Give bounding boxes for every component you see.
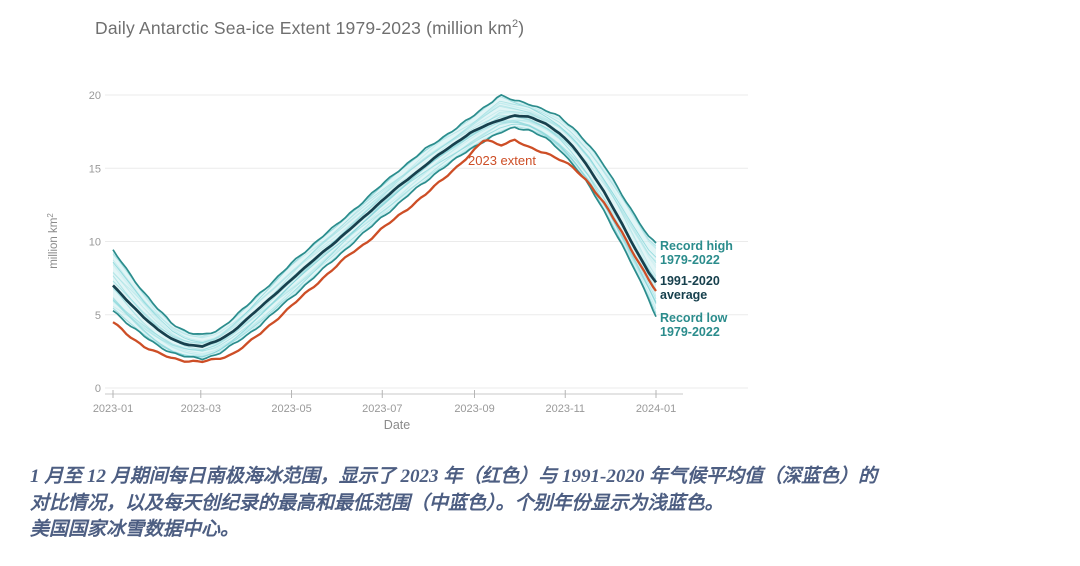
chart-title-text: Daily Antarctic Sea-ice Extent 1979-2023… <box>95 18 512 38</box>
x-tick-label: 2023-07 <box>362 403 402 415</box>
average-1991-2020-line <box>112 114 658 348</box>
x-tick-label: 2023-03 <box>181 403 221 415</box>
x-tick-label: 2024-01 <box>636 403 676 415</box>
chart-title-superscript: 2 <box>511 18 519 31</box>
x-tick-label: 2023-05 <box>271 403 311 415</box>
individual-year-line <box>112 115 657 352</box>
y-tick-label: 5 <box>95 310 101 322</box>
x-tick-label: 2023-01 <box>93 403 133 415</box>
chart-title: Daily Antarctic Sea-ice Extent 1979-2023… <box>95 18 524 39</box>
caption-line-3: 美国国家冰雪数据中心。 <box>30 519 240 540</box>
annotation-avg-line1: 1991-2020 <box>660 274 720 288</box>
individual-year-line <box>112 102 657 342</box>
caption-line-1: 1 月至 12 月期间每日南极海冰范围，显示了 2023 年（红色）与 1991… <box>30 466 878 487</box>
x-axis-title: Date <box>384 418 410 432</box>
individual-year-line <box>112 119 657 356</box>
individual-year-line <box>112 95 657 343</box>
caption-line-2: 对比情况，以及每天创纪录的最高和最低范围（中蓝色）。个别年份显示为浅蓝色。 <box>30 492 724 514</box>
individual-year-line <box>112 123 657 357</box>
annotation-record-low-line2: 1979-2022 <box>660 325 720 339</box>
individual-year-line <box>112 121 657 358</box>
caption: 1 月至 12 月期间每日南极海冰范围，显示了 2023 年（红色）与 1991… <box>30 464 1060 544</box>
individual-year-line <box>112 100 657 337</box>
record-low-line <box>112 126 657 361</box>
x-tick-label: 2023-11 <box>545 403 585 415</box>
extent-2023-line <box>112 138 657 364</box>
annotation-avg-line2: average <box>660 288 707 302</box>
annotation-extent-2023-line1: 2023 extent <box>468 153 536 168</box>
y-tick-label: 10 <box>89 237 101 249</box>
chart-title-close: ) <box>518 18 525 38</box>
y-tick-label: 15 <box>89 163 101 175</box>
individual-year-line <box>112 126 657 351</box>
x-tick-label: 2023-09 <box>454 403 494 415</box>
record-high-line <box>112 94 657 335</box>
x-axis: 2023-01 2023-03 2023-05 2023-07 2023-09 2023-… <box>93 390 683 432</box>
y-tick-label: 0 <box>95 383 101 395</box>
individual-year-line <box>112 109 657 338</box>
annotation-record-low-line1: Record low <box>660 311 728 325</box>
y-axis-title: million km2 <box>46 213 60 269</box>
individual-year-line <box>112 95 657 343</box>
annotation-record-high-line1: Record high <box>660 239 733 253</box>
individual-year-line <box>112 126 657 355</box>
y-tick-label: 20 <box>89 90 101 102</box>
annotation-record-high-line2: 1979-2022 <box>660 253 720 267</box>
